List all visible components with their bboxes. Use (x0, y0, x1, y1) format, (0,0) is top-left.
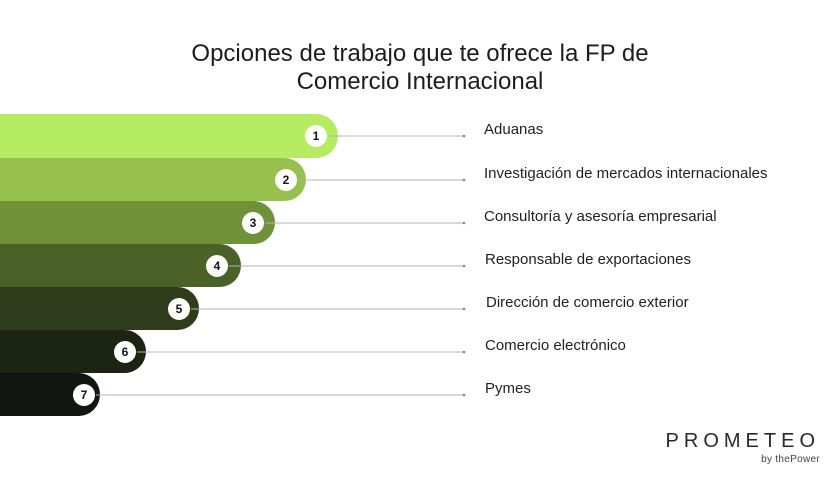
step-bar-7 (0, 373, 101, 416)
step-connector-dot-2 (462, 178, 466, 182)
step-number-badge-5 (168, 298, 190, 320)
step-number-7: 7 (81, 388, 88, 402)
step-number-3: 3 (250, 216, 257, 230)
step-label-3: Consultoría y asesoría empresarial (484, 208, 717, 225)
step-label-5: Dirección de comercio exterior (486, 294, 689, 311)
step-bar-4 (0, 244, 241, 287)
step-label-4: Responsable de exportaciones (485, 251, 691, 268)
step-number-2: 2 (283, 173, 290, 187)
step-bar-6 (0, 330, 146, 373)
title-line-1: Opciones de trabajo que te ofrece la FP … (191, 40, 649, 67)
title-line-2: Comercio Internacional (296, 68, 544, 95)
step-number-badge-6 (114, 341, 136, 363)
brand-name: PROMETEO (665, 430, 820, 452)
step-connector-dot-4 (462, 264, 466, 268)
step-bar-1 (0, 114, 338, 158)
step-number-1: 1 (313, 129, 320, 143)
step-label-2: Investigación de mercados internacionale… (484, 165, 768, 182)
step-number-6: 6 (122, 345, 129, 359)
step-number-badge-4 (206, 255, 228, 277)
diagram-title: Opciones de trabajo que te ofrece la FP … (0, 40, 840, 96)
step-number-badge-1 (305, 125, 327, 147)
step-number-4: 4 (214, 259, 221, 273)
step-connector-dot-5 (462, 307, 466, 311)
step-connector-dot-7 (462, 393, 466, 397)
step-number-badge-7 (73, 384, 95, 406)
step-label-6: Comercio electrónico (485, 337, 626, 354)
step-connector-dot-6 (462, 350, 466, 354)
brand-tagline: by thePower (761, 454, 820, 465)
step-number-badge-3 (242, 212, 264, 234)
step-connector-dot-1 (462, 134, 466, 138)
step-bar-5 (0, 287, 199, 330)
step-bar-2 (0, 158, 306, 201)
step-connector-dot-3 (462, 221, 466, 225)
brand-logo: PROMETEO by thePower (666, 430, 820, 466)
step-number-5: 5 (176, 302, 183, 316)
step-label-1: Aduanas (484, 121, 543, 138)
step-bar-3 (0, 201, 275, 244)
step-label-7: Pymes (485, 380, 531, 397)
step-number-badge-2 (275, 169, 297, 191)
